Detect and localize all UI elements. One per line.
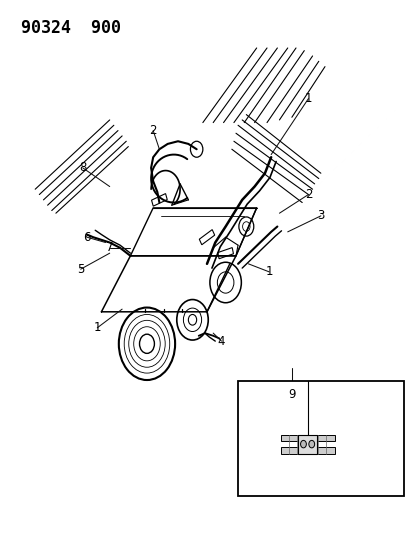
Bar xyxy=(298,434,316,454)
Bar xyxy=(280,447,334,454)
Bar xyxy=(280,434,334,441)
Text: 9: 9 xyxy=(287,388,295,401)
Circle shape xyxy=(188,314,196,325)
Circle shape xyxy=(139,334,154,353)
Text: 4: 4 xyxy=(217,335,225,348)
Circle shape xyxy=(308,440,314,448)
Text: 90324  900: 90324 900 xyxy=(21,19,121,37)
Text: 7: 7 xyxy=(106,241,113,254)
Text: 1: 1 xyxy=(93,321,101,334)
Text: 2: 2 xyxy=(304,188,311,201)
Text: 5: 5 xyxy=(77,263,84,276)
Text: 8: 8 xyxy=(79,161,86,174)
Circle shape xyxy=(300,440,306,448)
Text: 1: 1 xyxy=(304,92,311,105)
Text: 1: 1 xyxy=(265,265,272,278)
Text: 3: 3 xyxy=(316,209,324,222)
Bar xyxy=(237,381,403,496)
Text: 6: 6 xyxy=(83,231,90,244)
Text: 2: 2 xyxy=(149,124,157,137)
